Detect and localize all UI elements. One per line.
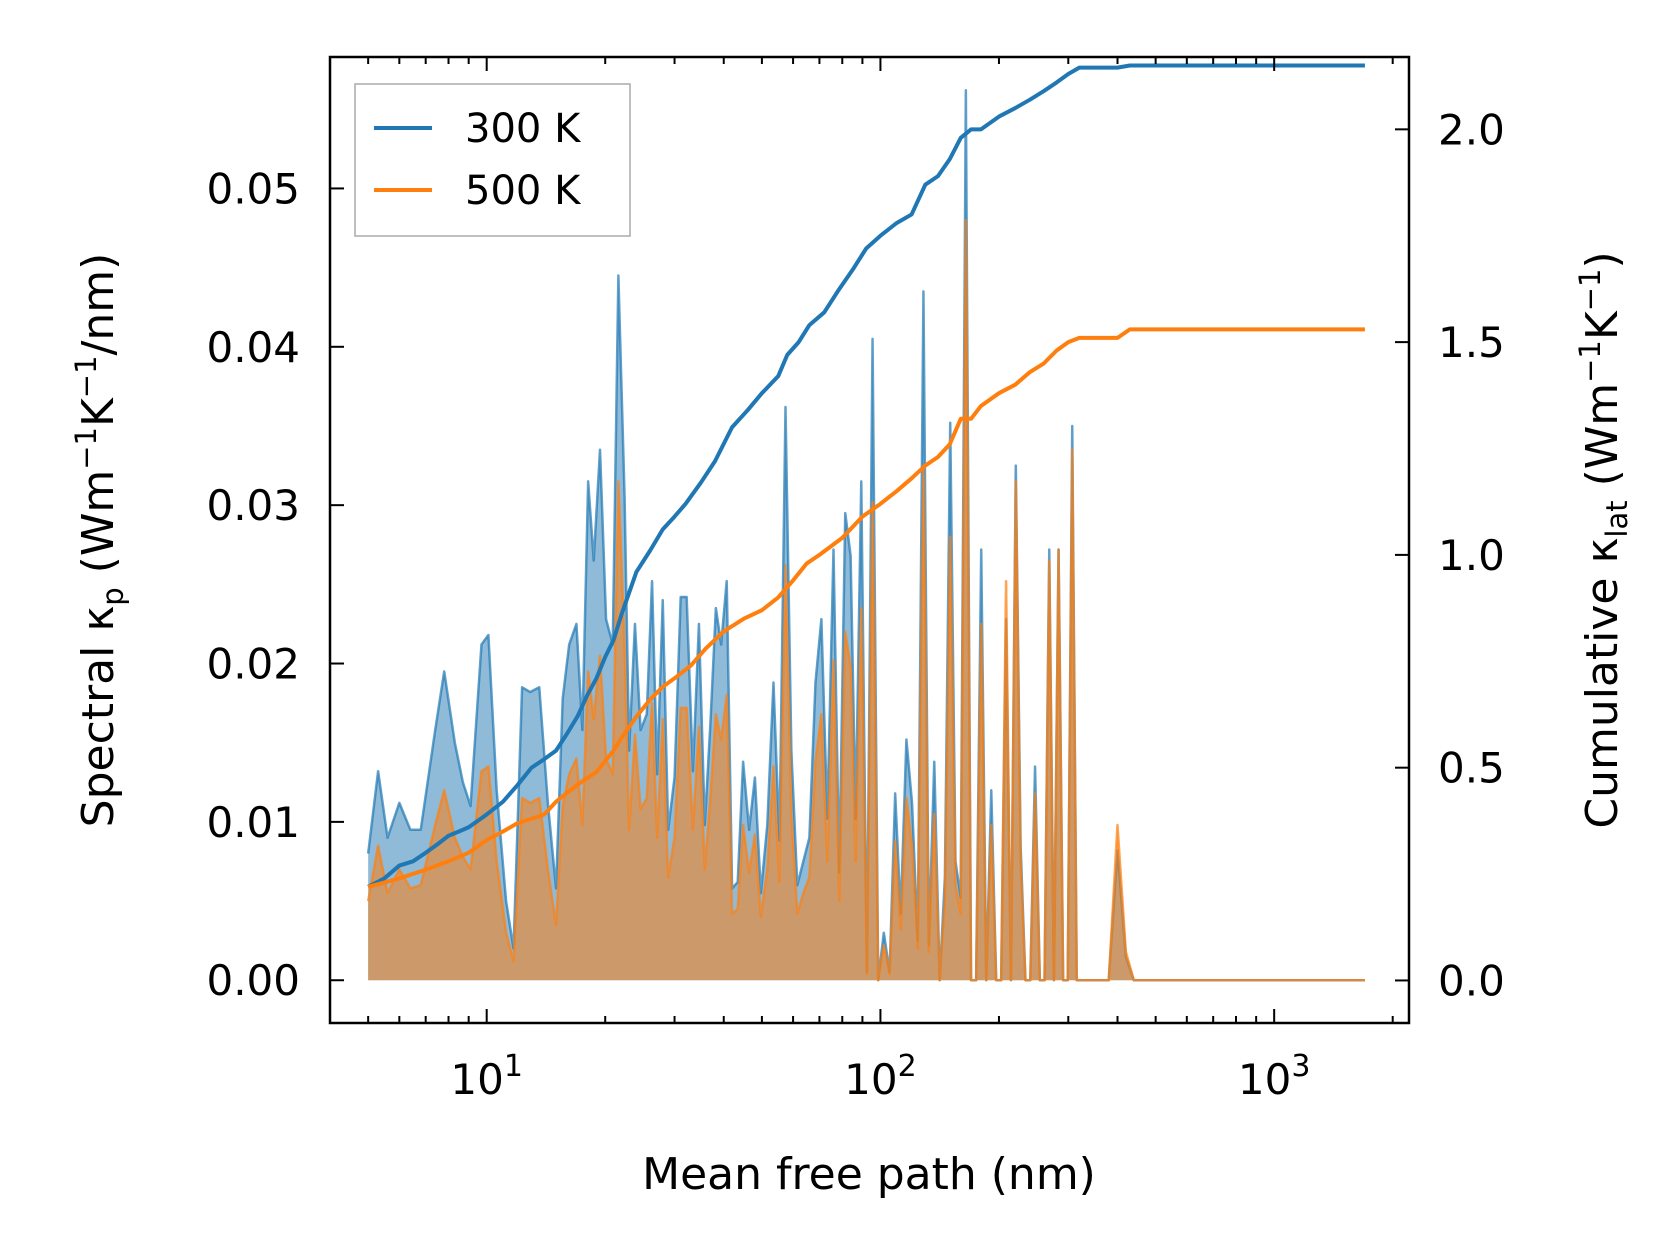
y-left-tick-label: 0.03 [206, 481, 300, 530]
y-right-sup1: −1 [1573, 340, 1607, 383]
x-tick-exp: 3 [1291, 1049, 1310, 1084]
legend-label-500k: 500 K [465, 168, 582, 214]
x-tick-base: 10 [450, 1055, 503, 1104]
x-tick-exp: 2 [898, 1049, 917, 1084]
y-right-tick-label: 0.5 [1438, 744, 1505, 793]
spectral-line-500-k [366, 218, 1365, 982]
y-left-tick-label: 0.02 [206, 640, 300, 689]
spectral-area-500-k [368, 220, 1365, 981]
x-tick-base: 10 [1238, 1055, 1291, 1104]
y-left-open: ( [73, 556, 124, 587]
legend-label-300k: 300 K [465, 106, 582, 152]
y-axis-right-title: Cumulative κlat (Wm−1K−1) [1573, 251, 1634, 828]
series-layer [366, 63, 1365, 982]
y-right-prefix: Cumulative κ [1577, 538, 1628, 829]
y-right-tick-label: 0.0 [1438, 956, 1505, 1005]
y-right-tick-label: 1.5 [1438, 318, 1505, 367]
y-left-tick-label: 0.00 [206, 956, 300, 1005]
cumulative-line-500-k [367, 327, 1365, 889]
y-left-tail: /nm) [73, 253, 124, 356]
y-left-sup1: −1 [69, 427, 103, 470]
x-tick-label: 101 [450, 1049, 523, 1104]
y-left-tick-label: 0.01 [206, 798, 300, 847]
y-right-tick-label: 2.0 [1438, 105, 1505, 154]
y-left-tick-label: 0.04 [206, 323, 300, 372]
y-left-sup2: −1 [69, 355, 103, 398]
x-axis-title: Mean free path (nm) [642, 1149, 1096, 1200]
y-left-mid: K [73, 397, 124, 427]
y-right-tail: ) [1577, 251, 1628, 268]
y-left-prefix: Spectral κ [73, 606, 124, 828]
cumulative-line-300-k [367, 63, 1365, 889]
y-right-mid: K [1577, 310, 1628, 340]
x-tick-exp: 1 [504, 1049, 523, 1084]
y-right-units: Wm [1577, 383, 1628, 469]
x-tick-base: 10 [844, 1055, 897, 1104]
plot-frame [328, 55, 1411, 1025]
y-axis-left-title: Spectral κp (Wm−1K−1/nm) [69, 253, 130, 828]
y-left-sub: p [96, 587, 130, 605]
y-left-tick-label: 0.05 [206, 164, 300, 213]
legend: 300 K 500 K [354, 83, 631, 237]
y-right-sub: lat [1600, 500, 1634, 537]
y-right-open: ( [1577, 469, 1628, 500]
y-left-units: Wm [73, 470, 124, 556]
x-tick-label: 103 [1238, 1049, 1311, 1104]
legend-frame [354, 83, 631, 237]
ticks-layer: 101 102 1030.000.010.020.030.040.050.00.51… [206, 57, 1505, 1104]
y-right-tick-label: 1.0 [1438, 531, 1505, 580]
y-right-sup2: −1 [1573, 269, 1607, 312]
x-tick-label: 102 [844, 1049, 917, 1104]
